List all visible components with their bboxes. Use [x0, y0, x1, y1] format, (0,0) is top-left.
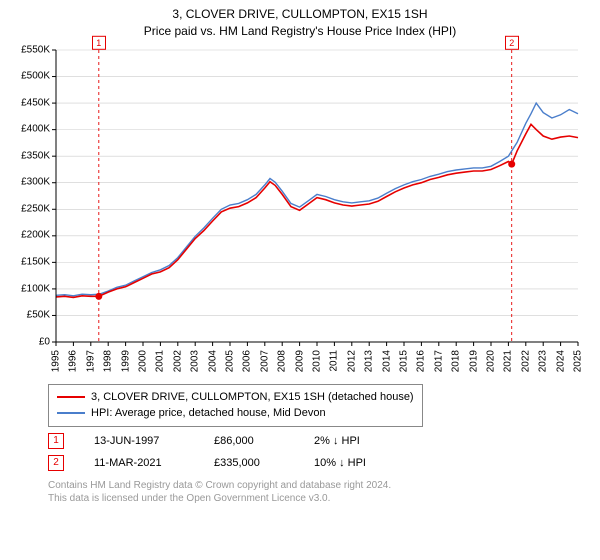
x-axis-tick-label: 2012 — [346, 350, 357, 372]
x-axis-tick-label: 1997 — [85, 350, 96, 372]
legend-item: 3, CLOVER DRIVE, CULLOMPTON, EX15 1SH (d… — [57, 389, 414, 406]
y-axis-tick-label: £550K — [12, 44, 50, 55]
x-axis-tick-label: 2003 — [190, 350, 201, 372]
y-axis-tick-label: £250K — [12, 203, 50, 214]
x-axis-tick-label: 2020 — [486, 350, 497, 372]
y-axis-tick-label: £50K — [12, 310, 50, 321]
x-axis-tick-label: 1999 — [120, 350, 131, 372]
sale-marker-icon: 1 — [48, 433, 64, 449]
y-axis-tick-label: £150K — [12, 256, 50, 267]
x-axis-tick-label: 1998 — [103, 350, 114, 372]
y-axis-tick-label: £450K — [12, 97, 50, 108]
sale-delta: 10% ↓ HPI — [314, 457, 394, 469]
footer-line: This data is licensed under the Open Gov… — [48, 492, 588, 506]
sale-delta: 2% ↓ HPI — [314, 435, 394, 447]
x-axis-tick-label: 2008 — [277, 350, 288, 372]
x-axis-tick-label: 2010 — [312, 350, 323, 372]
sale-row: 1 13-JUN-1997 £86,000 2% ↓ HPI — [48, 433, 588, 449]
x-axis-tick-label: 1996 — [68, 350, 79, 372]
figure-container: 3, CLOVER DRIVE, CULLOMPTON, EX15 1SH Pr… — [0, 0, 600, 560]
legend-item: HPI: Average price, detached house, Mid … — [57, 405, 414, 422]
x-axis-tick-label: 2007 — [259, 350, 270, 372]
sale-date: 11-MAR-2021 — [94, 457, 184, 469]
x-axis-tick-label: 2015 — [399, 350, 410, 372]
legend-swatch — [57, 412, 85, 414]
x-axis-tick-label: 2002 — [172, 350, 183, 372]
legend-label: 3, CLOVER DRIVE, CULLOMPTON, EX15 1SH (d… — [91, 389, 414, 406]
attribution-footer: Contains HM Land Registry data © Crown c… — [48, 479, 588, 506]
sale-marker-label-icon: 2 — [505, 35, 519, 49]
y-axis-tick-label: £300K — [12, 177, 50, 188]
sales-table: 1 13-JUN-1997 £86,000 2% ↓ HPI 2 11-MAR-2021 £… — [12, 433, 588, 471]
legend-label: HPI: Average price, detached house, Mid … — [91, 405, 326, 422]
title-line-1: 3, CLOVER DRIVE, CULLOMPTON, EX15 1SH — [12, 6, 588, 23]
sale-marker-icon: 2 — [48, 455, 64, 471]
y-axis-tick-label: £200K — [12, 230, 50, 241]
x-axis-tick-label: 2006 — [242, 350, 253, 372]
y-axis-tick-label: £400K — [12, 124, 50, 135]
x-axis-tick-label: 2013 — [364, 350, 375, 372]
x-axis-tick-label: 2025 — [573, 350, 584, 372]
x-axis-tick-label: 2024 — [555, 350, 566, 372]
x-axis-tick-label: 2014 — [381, 350, 392, 372]
x-axis-tick-label: 2017 — [433, 350, 444, 372]
line-chart: £0 £50K £100K £150K £200K £250K £300K £350K £400… — [12, 46, 588, 376]
x-axis-tick-label: 2019 — [468, 350, 479, 372]
x-axis-tick-label: 2001 — [155, 350, 166, 372]
y-axis-tick-label: £0 — [12, 336, 50, 347]
x-axis-tick-label: 1995 — [51, 350, 62, 372]
x-axis-tick-label: 2016 — [416, 350, 427, 372]
sale-marker-label-icon: 1 — [92, 35, 106, 49]
x-axis-tick-label: 2004 — [207, 350, 218, 372]
x-axis-tick-label: 2011 — [329, 350, 340, 372]
sale-date: 13-JUN-1997 — [94, 435, 184, 447]
y-axis-tick-label: £100K — [12, 283, 50, 294]
sale-price: £335,000 — [214, 457, 284, 469]
x-axis-tick-label: 2023 — [538, 350, 549, 372]
y-axis-tick-label: £350K — [12, 150, 50, 161]
sale-row: 2 11-MAR-2021 £335,000 10% ↓ HPI — [48, 455, 588, 471]
x-axis-tick-label: 2000 — [138, 350, 149, 372]
x-axis-tick-label: 2021 — [503, 350, 514, 372]
x-axis-tick-label: 2022 — [520, 350, 531, 372]
legend-swatch — [57, 396, 85, 398]
sale-price: £86,000 — [214, 435, 284, 447]
x-axis-tick-label: 2009 — [294, 350, 305, 372]
y-axis-tick-label: £500K — [12, 71, 50, 82]
legend: 3, CLOVER DRIVE, CULLOMPTON, EX15 1SH (d… — [48, 384, 423, 427]
x-axis-tick-label: 2018 — [451, 350, 462, 372]
x-axis-tick-label: 2005 — [225, 350, 236, 372]
footer-line: Contains HM Land Registry data © Crown c… — [48, 479, 588, 493]
